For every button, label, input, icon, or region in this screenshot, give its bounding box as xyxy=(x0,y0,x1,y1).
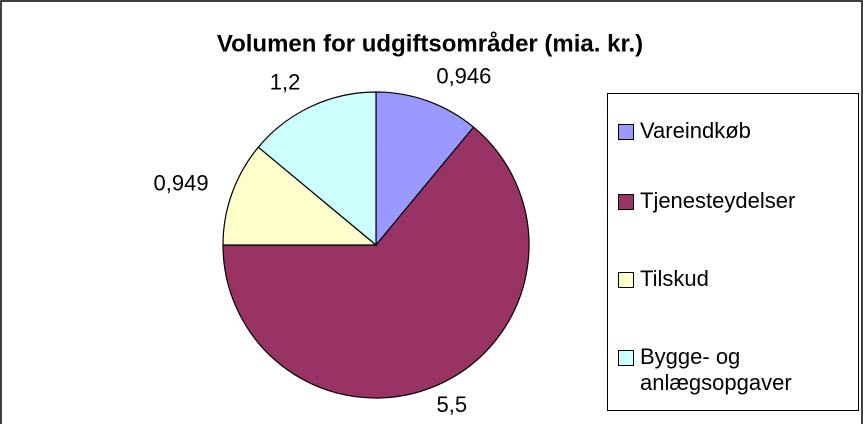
legend-swatch xyxy=(618,272,634,288)
legend-label: Tilskud xyxy=(640,266,709,291)
pie-slice xyxy=(375,91,475,247)
legend-swatch xyxy=(618,194,634,210)
legend: Vareindkøb Tjenesteydelser Tilskud Bygge- o… xyxy=(607,93,859,411)
pie-slice xyxy=(257,91,377,247)
pie-slice xyxy=(222,146,378,246)
data-label: 0,946 xyxy=(436,63,491,88)
data-label: 0,949 xyxy=(154,170,209,195)
pie-slice xyxy=(222,126,530,399)
legend-label: Tjenesteydelser xyxy=(640,188,796,213)
legend-swatch xyxy=(618,350,634,366)
legend-swatch xyxy=(618,124,634,140)
legend-item: Bygge- og anlægsopgaver xyxy=(618,344,854,396)
legend-item: Tjenesteydelser xyxy=(618,188,854,214)
legend-item: Vareindkøb xyxy=(618,118,854,144)
data-label: 5,5 xyxy=(436,392,467,417)
legend-label: Bygge- og anlægsopgaver xyxy=(640,344,792,395)
legend-label: Vareindkøb xyxy=(640,118,751,143)
chart-title: Volumen for udgiftsområder (mia. kr.) xyxy=(217,30,643,57)
data-label: 1,2 xyxy=(270,70,301,95)
legend-item: Tilskud xyxy=(618,266,854,292)
